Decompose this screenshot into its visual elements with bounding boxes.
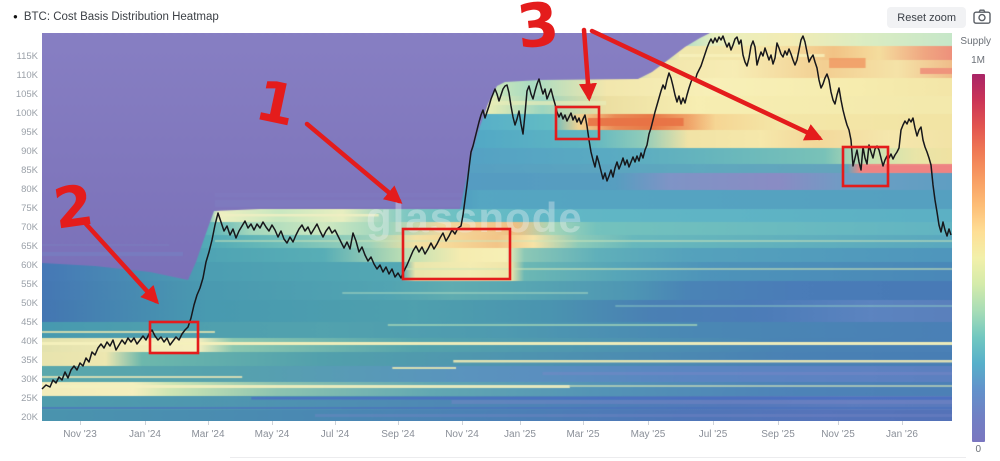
y-axis-label: 50K xyxy=(21,298,38,309)
x-axis-tick xyxy=(398,421,399,425)
camera-icon xyxy=(973,9,991,24)
x-axis-tick xyxy=(272,421,273,425)
chart-title-text: BTC: Cost Basis Distribution Heatmap xyxy=(23,11,219,23)
heatmap-plot-area[interactable] xyxy=(42,33,952,421)
y-axis-label: 75K xyxy=(21,203,38,214)
x-axis-label: Mar '24 xyxy=(191,429,225,440)
x-axis-tick xyxy=(583,421,584,425)
page-title: ● BTC: Cost Basis Distribution Heatmap xyxy=(13,11,219,23)
y-axis-label: 65K xyxy=(21,241,38,252)
x-axis-tick xyxy=(80,421,81,425)
y-axis-label: 60K xyxy=(21,260,38,271)
x-axis-tick xyxy=(778,421,779,425)
x-axis-label: May '25 xyxy=(630,429,666,440)
x-axis-tick xyxy=(145,421,146,425)
y-axis-label: 25K xyxy=(21,393,38,404)
x-axis-tick xyxy=(902,421,903,425)
x-axis-tick xyxy=(838,421,839,425)
x-axis-label: Jan '24 xyxy=(129,429,161,440)
y-axis-label: 95K xyxy=(21,127,38,138)
y-axis-label: 40K xyxy=(21,336,38,347)
x-axis-tick xyxy=(462,421,463,425)
x-axis-label: Nov '23 xyxy=(63,429,97,440)
x-axis-label: Jan '26 xyxy=(886,429,918,440)
y-axis-label: 70K xyxy=(21,222,38,233)
reset-zoom-button[interactable]: Reset zoom xyxy=(887,7,966,28)
y-axis-label: 20K xyxy=(21,412,38,423)
supply-colorbar xyxy=(972,74,985,442)
legend-min-label: 0 xyxy=(975,444,981,455)
x-axis-label: Sep '24 xyxy=(381,429,415,440)
series-dot-icon: ● xyxy=(13,12,18,21)
y-axis-label: 100K xyxy=(15,108,38,119)
y-axis-label: 85K xyxy=(21,165,38,176)
bottom-divider xyxy=(230,457,966,458)
y-axis-label: 80K xyxy=(21,184,38,195)
camera-button[interactable] xyxy=(971,8,993,28)
x-axis-label: Nov '25 xyxy=(821,429,855,440)
x-axis-label: Jan '25 xyxy=(504,429,536,440)
x-axis-tick xyxy=(648,421,649,425)
x-axis-label: Nov '24 xyxy=(445,429,479,440)
x-axis-tick xyxy=(335,421,336,425)
y-axis-label: 30K xyxy=(21,374,38,385)
x-axis-label: Jul '25 xyxy=(698,429,728,440)
x-axis-label: Mar '25 xyxy=(566,429,600,440)
y-axis-label: 35K xyxy=(21,355,38,366)
y-axis-label: 55K xyxy=(21,279,38,290)
y-axis-label: 115K xyxy=(16,51,38,62)
x-axis-label: Jul '24 xyxy=(320,429,350,440)
y-axis-label: 90K xyxy=(21,146,38,157)
legend-max-label: 1M xyxy=(971,55,985,66)
x-axis-tick xyxy=(520,421,521,425)
x-axis-tick xyxy=(713,421,714,425)
y-axis-label: 105K xyxy=(15,89,38,100)
x-axis-tick xyxy=(208,421,209,425)
y-axis-label: 45K xyxy=(21,317,38,328)
y-axis-label: 110K xyxy=(16,70,38,81)
x-axis-label: May '24 xyxy=(254,429,290,440)
legend-title: Supply xyxy=(960,36,991,47)
x-axis-label: Sep '25 xyxy=(761,429,795,440)
